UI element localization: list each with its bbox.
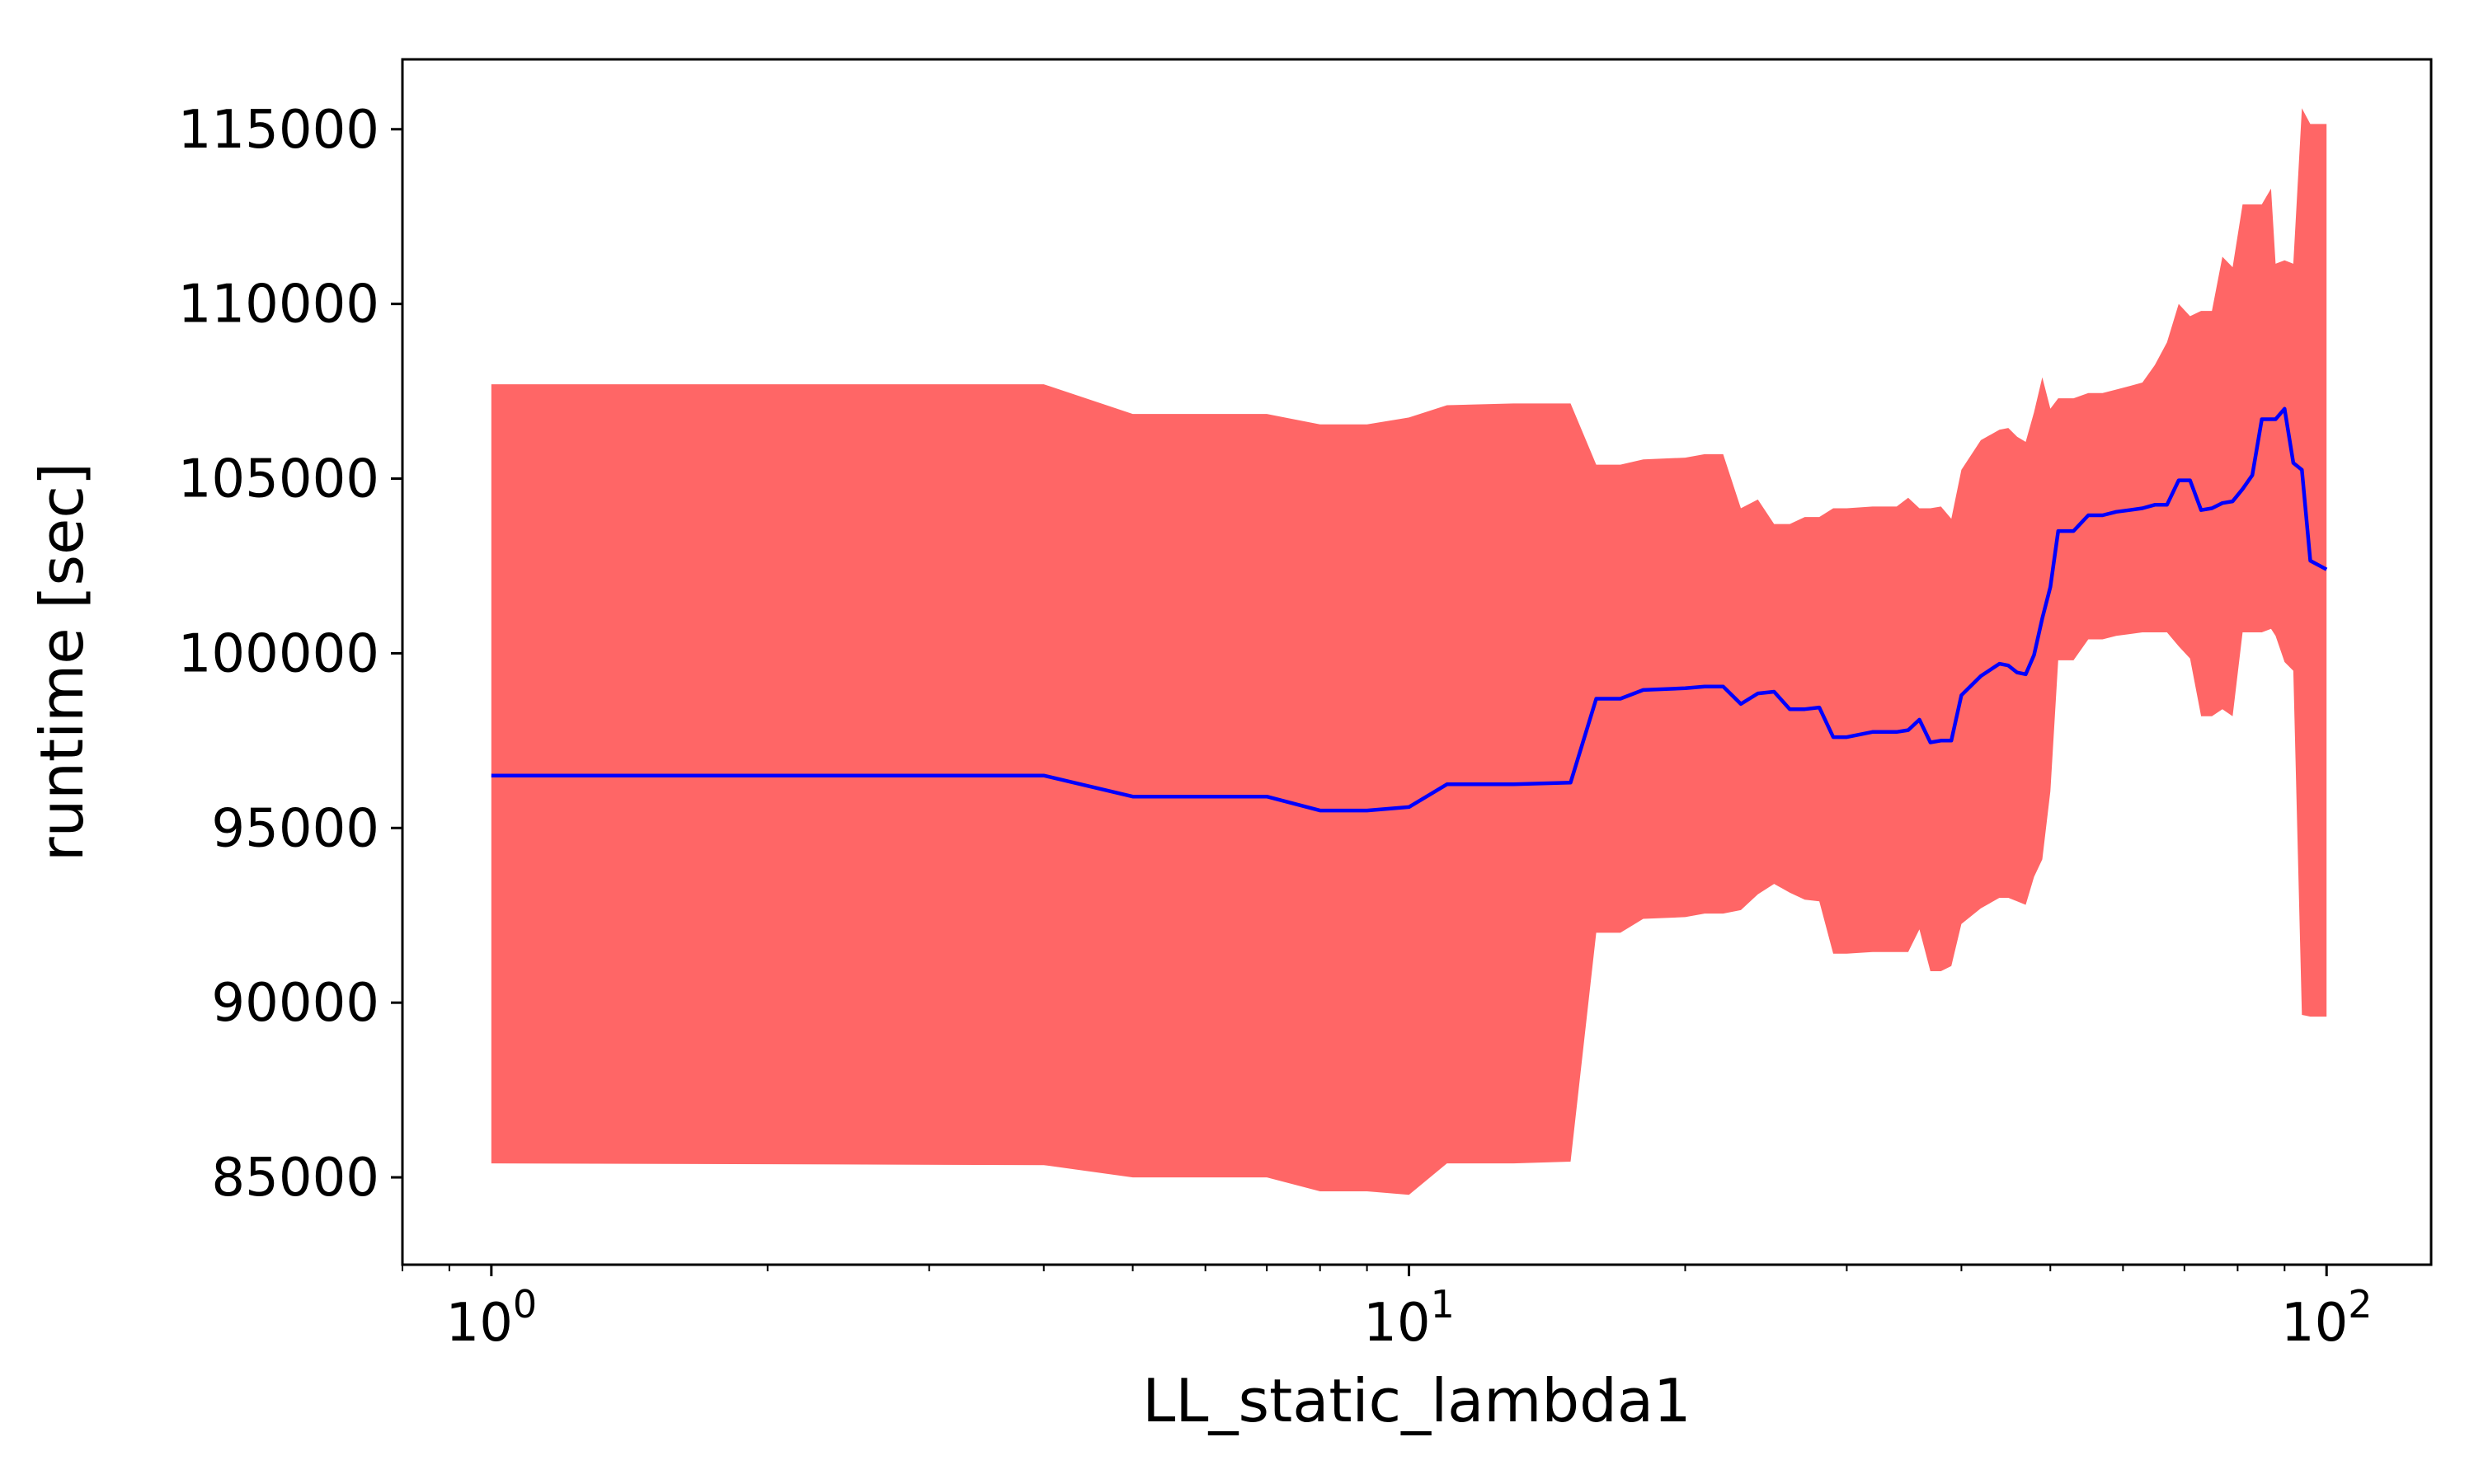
x-tick-label: 101 bbox=[1363, 1282, 1455, 1354]
y-tick-label: 110000 bbox=[178, 275, 379, 336]
y-tick-label: 90000 bbox=[211, 973, 379, 1034]
axes-frame bbox=[401, 58, 2433, 1266]
uncertainty-band bbox=[491, 108, 2327, 1195]
y-tick-label: 95000 bbox=[211, 798, 379, 859]
y-tick-label: 85000 bbox=[211, 1148, 379, 1209]
plot-area bbox=[491, 108, 2328, 1195]
y-tick-label: 115000 bbox=[178, 100, 379, 161]
x-axis: 100 101 102 bbox=[402, 1265, 2373, 1354]
x-tick-label: 100 bbox=[445, 1282, 537, 1354]
y-tick-label: 105000 bbox=[178, 449, 379, 510]
y-axis: 85000 90000 95000 100000 105000 110000 115000 bbox=[178, 100, 402, 1209]
y-axis-label: runtime [sec] bbox=[27, 463, 96, 862]
mean-runtime-line bbox=[491, 406, 2328, 813]
x-tick-label: 102 bbox=[2281, 1282, 2373, 1354]
x-axis-label: LL_static_lambda1 bbox=[1142, 1366, 1691, 1435]
y-tick-label: 100000 bbox=[178, 623, 379, 684]
